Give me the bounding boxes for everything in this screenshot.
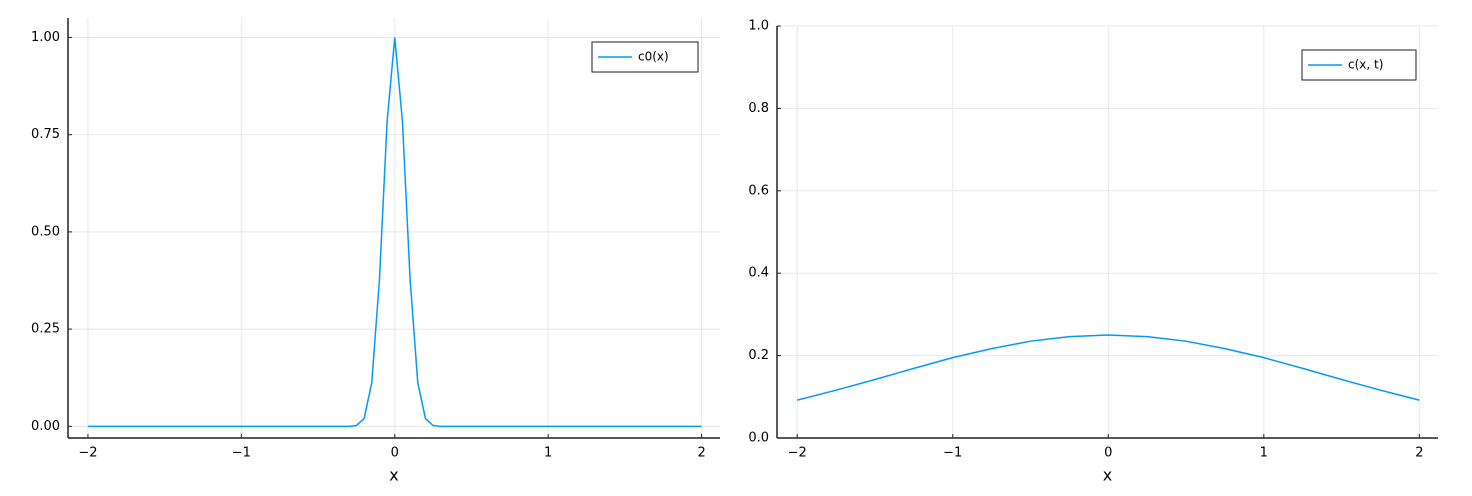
x-axis-label: x (1103, 466, 1112, 485)
line-series (87, 37, 702, 428)
x-tick-label: 2 (697, 446, 705, 461)
y-tick-label: 0.75 (31, 127, 60, 142)
y-tick-label: 1.0 (748, 19, 769, 34)
y-tick-label: 0.25 (31, 322, 60, 337)
x-tick-label: −1 (943, 446, 962, 461)
x-tick-label: −1 (232, 446, 251, 461)
x-tick-label: −2 (78, 446, 97, 461)
y-tick-label: 0.50 (31, 224, 60, 239)
legend-label: c0(x) (638, 50, 669, 64)
y-tick-label: 0.8 (748, 101, 769, 116)
y-tick-label: 0.2 (748, 348, 769, 363)
legend-label: c(x, t) (1348, 58, 1383, 72)
x-tick-label: −2 (788, 446, 807, 461)
y-tick-label: 0.6 (748, 183, 769, 198)
y-tick-label: 1.00 (31, 30, 60, 45)
x-tick-label: 1 (1260, 446, 1268, 461)
line-series (797, 334, 1420, 401)
x-tick-label: 0 (391, 446, 399, 461)
y-tick-label: 0.4 (748, 266, 769, 281)
y-tick-label: 0.0 (748, 431, 769, 446)
x-tick-label: 0 (1104, 446, 1112, 461)
x-tick-label: 1 (544, 446, 552, 461)
y-tick-label: 0.00 (31, 419, 60, 434)
x-tick-label: 2 (1415, 446, 1423, 461)
x-axis-label: x (389, 466, 398, 485)
